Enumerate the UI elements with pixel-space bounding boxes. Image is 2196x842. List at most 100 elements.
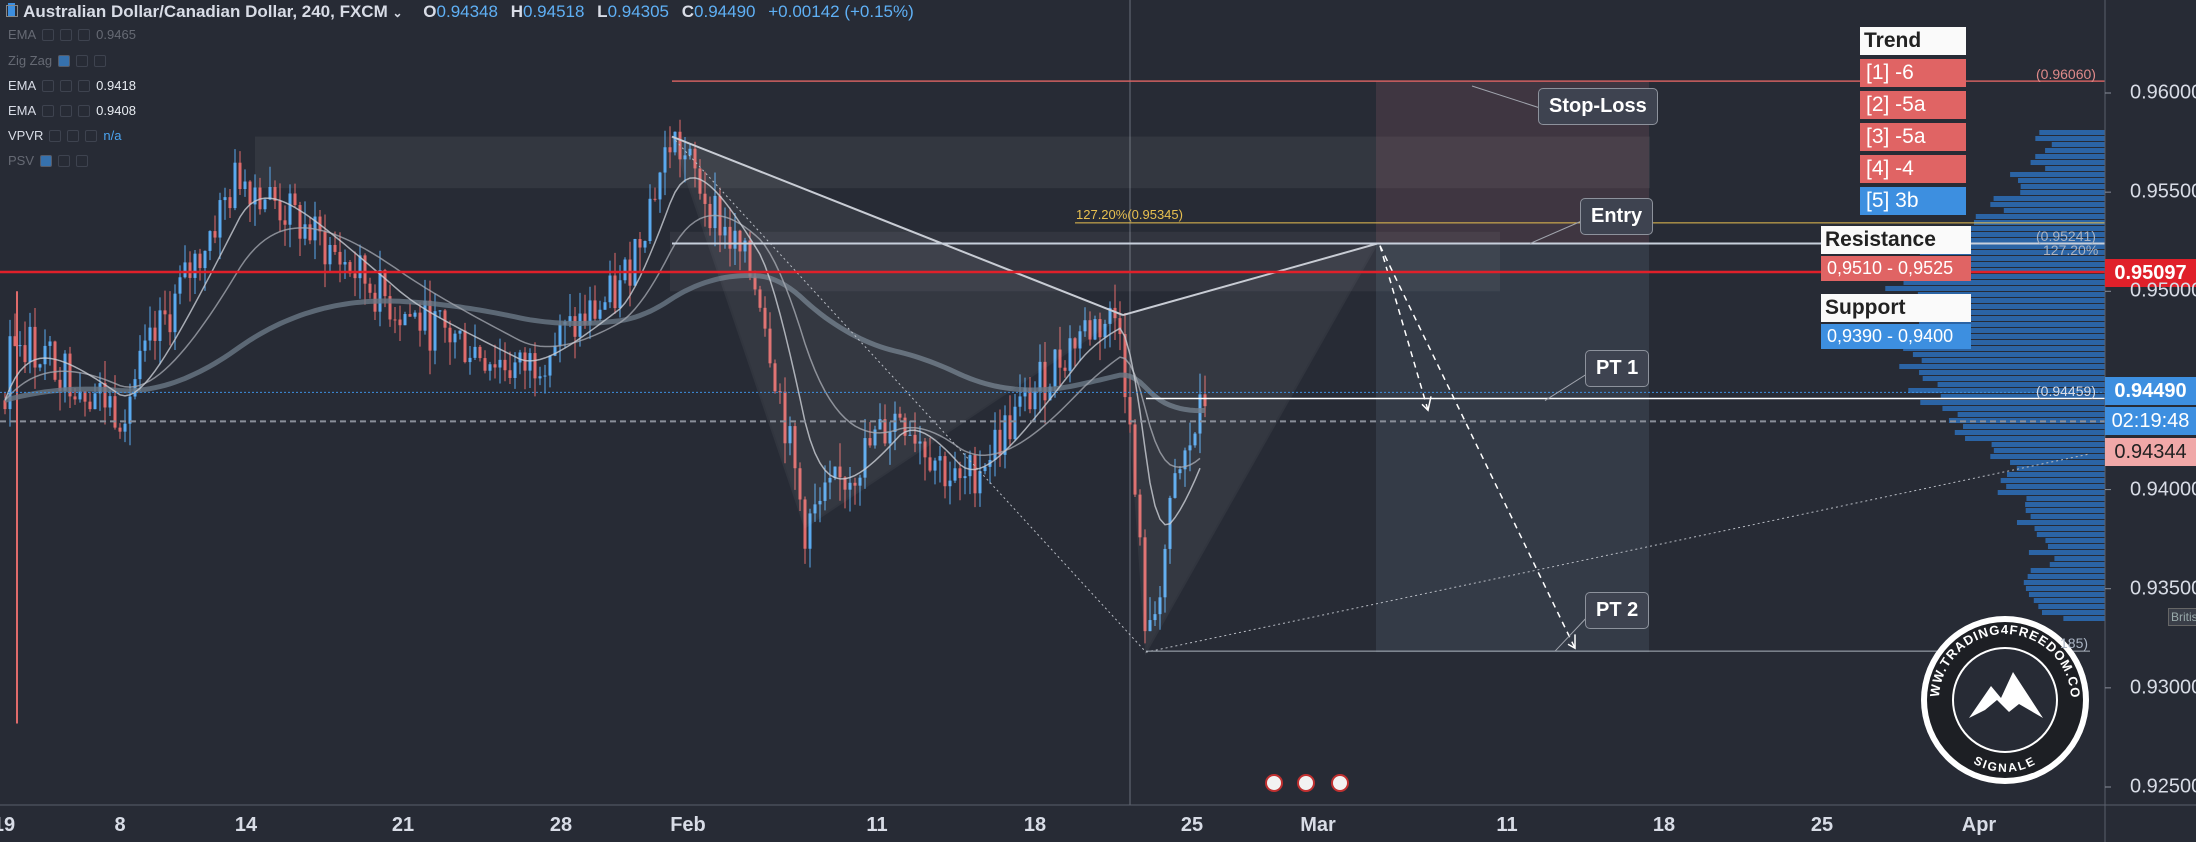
indicator-name: VPVR	[8, 128, 44, 143]
close-icon[interactable]	[94, 54, 107, 67]
candle-body	[358, 255, 362, 279]
open-price-label: 0.94344	[2105, 438, 2196, 466]
candle-body	[703, 193, 707, 204]
indicator-row[interactable]: EMA 0.9408	[8, 103, 136, 118]
volume-bar	[1885, 328, 2105, 333]
close-icon[interactable]	[78, 79, 91, 92]
candle-body	[353, 273, 357, 279]
open-value: 0.94348	[436, 2, 498, 21]
pt1-callout[interactable]: PT 1	[1585, 350, 1650, 387]
gear-icon[interactable]	[60, 79, 73, 92]
symbol-name: Australian Dollar/Canadian Dollar, 240, …	[23, 2, 388, 21]
candle-body	[823, 482, 827, 501]
volume-profile	[1879, 130, 2105, 621]
candle-body	[18, 345, 22, 347]
candle-body	[948, 480, 952, 487]
candle-body	[963, 476, 967, 479]
indicator-row[interactable]: EMA 0.9465	[8, 27, 136, 42]
candle-body	[883, 419, 887, 444]
side-label: Britis	[2168, 608, 2196, 626]
candle-body	[748, 240, 752, 277]
volume-bar	[2039, 130, 2105, 135]
eye-icon[interactable]	[49, 129, 62, 142]
candle-body	[83, 391, 87, 402]
entry-callout[interactable]: Entry	[1580, 198, 1654, 235]
indicator-row[interactable]: Zig Zag	[8, 53, 107, 68]
stop-loss-callout[interactable]: Stop-Loss	[1538, 88, 1658, 125]
candle-body	[1173, 473, 1177, 498]
symbol-legend[interactable]: Australian Dollar/Canadian Dollar, 240, …	[8, 2, 914, 22]
eye-icon[interactable]	[40, 154, 53, 167]
candle-body	[113, 396, 117, 428]
candle-body	[1083, 320, 1087, 332]
eye-icon[interactable]	[58, 54, 71, 67]
volume-bar	[2025, 586, 2105, 591]
trend-row-5: [5] 3b	[1860, 187, 1966, 215]
arrow-head	[1421, 396, 1432, 412]
indicator-row[interactable]: VPVR n/a	[8, 128, 121, 143]
close-icon[interactable]	[76, 154, 89, 167]
close-icon[interactable]	[78, 28, 91, 41]
close-label: C	[681, 2, 695, 21]
candle-body	[583, 313, 587, 325]
gear-icon[interactable]	[60, 28, 73, 41]
candle-body	[53, 341, 57, 380]
y-tick-label: 0.93500	[2130, 577, 2196, 600]
volume-bar	[1917, 292, 2105, 297]
candle-body	[613, 275, 617, 309]
close-icon[interactable]	[78, 104, 91, 117]
gear-icon[interactable]	[67, 129, 80, 142]
candle-body	[763, 307, 767, 329]
candle-body	[798, 468, 802, 500]
candle-body	[633, 239, 637, 286]
gear-icon[interactable]	[76, 54, 89, 67]
volume-bar	[1919, 256, 2105, 261]
indicator-row[interactable]: PSV	[8, 153, 89, 168]
candle-body	[58, 379, 62, 391]
eye-icon[interactable]	[42, 79, 55, 92]
volume-bar	[1900, 310, 2105, 315]
candle-body	[663, 147, 667, 173]
candle-body	[1163, 548, 1167, 598]
candle-body	[103, 383, 107, 408]
pt2-callout[interactable]: PT 2	[1585, 592, 1650, 629]
ema-fast-line	[4, 177, 1201, 526]
trend-row-3: [3] -5a	[1860, 123, 1966, 151]
gear-icon[interactable]	[58, 154, 71, 167]
candle-body	[333, 244, 337, 252]
candle-body	[1073, 338, 1077, 349]
close-icon[interactable]	[85, 129, 98, 142]
chevron-down-icon[interactable]: ⌄	[392, 6, 403, 20]
candle-body	[263, 199, 267, 210]
volume-bar	[1990, 202, 2105, 207]
candle-body	[498, 359, 502, 368]
candle-body	[1063, 367, 1067, 371]
volume-bar	[2038, 604, 2105, 609]
candle-body	[453, 333, 457, 343]
volume-bar	[1906, 334, 2105, 339]
candle-body	[478, 346, 482, 359]
candle-body	[653, 198, 657, 200]
volume-bar	[2035, 136, 2105, 141]
volume-bar	[2033, 598, 2105, 603]
x-tick-label: 18	[1652, 814, 1676, 836]
volume-bar	[2010, 172, 2105, 177]
volume-bar	[2020, 190, 2105, 195]
candle-body	[728, 226, 732, 249]
volume-bar	[1975, 214, 2105, 219]
gear-icon[interactable]	[60, 104, 73, 117]
candle-body	[193, 253, 197, 278]
eye-icon[interactable]	[42, 104, 55, 117]
candle-body	[288, 193, 292, 225]
candle-body	[428, 300, 432, 351]
eye-icon[interactable]	[42, 28, 55, 41]
candle-body	[928, 457, 932, 471]
candle-body	[338, 251, 342, 265]
indicator-row[interactable]: EMA 0.9418	[8, 78, 136, 93]
collapse-icon[interactable]	[6, 5, 18, 17]
candle-body	[553, 345, 557, 356]
candle-body	[688, 148, 692, 156]
candle-body	[958, 468, 962, 479]
volume-bar	[1920, 400, 2105, 405]
